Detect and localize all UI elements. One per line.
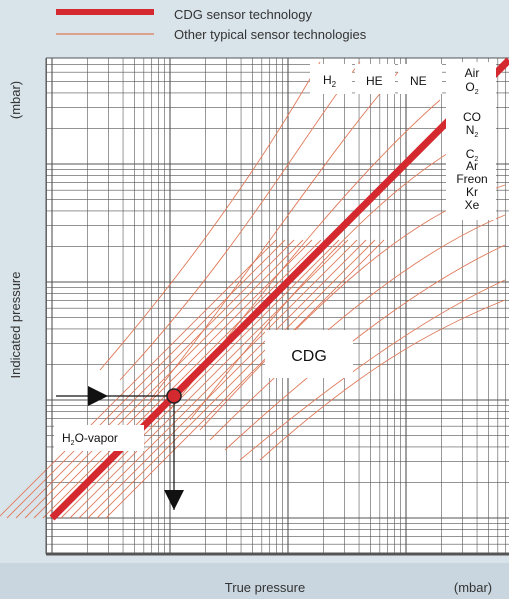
h2o-point: [166, 388, 182, 404]
y-axis-label: Indicated pressure: [8, 272, 23, 379]
h2o-label-box: [54, 425, 144, 451]
other-sensor-curves: [0, 61, 506, 519]
y-axis-unit: (mbar): [8, 81, 23, 119]
other-sensor-curve: [99, 61, 321, 371]
h2o-arrow-down-head: [164, 490, 184, 510]
other-sensor-line: [42, 239, 322, 519]
h2o-label: H2O-vapor: [62, 431, 118, 447]
x-axis-unit: (mbar): [454, 580, 492, 595]
other-sensor-curve: [259, 299, 506, 461]
other-sensor-curve: [209, 214, 506, 441]
other-sensor-line: [0, 239, 277, 517]
ne-label: NE: [410, 74, 427, 88]
gas-list: Air O2 CO N2 C2 Ar Freon Kr Xe: [456, 66, 487, 212]
gas-o2: O2: [465, 80, 478, 96]
x-axis-band: [0, 563, 509, 599]
h2o-arrow-right-head: [88, 386, 108, 406]
h2-label-box: [310, 64, 352, 94]
other-sensor-line: [60, 239, 340, 519]
other-sensor-line: [24, 239, 304, 519]
legend-swatch-cdg: [56, 9, 154, 15]
cdg-label-box: [265, 330, 353, 378]
ne-label-box: [398, 64, 442, 94]
other-sensor-curve: [224, 244, 506, 451]
gas-air: Air: [465, 66, 480, 80]
grid: [46, 58, 509, 554]
other-sensor-curve: [119, 61, 361, 381]
other-sensor-line: [78, 239, 358, 519]
other-sensor-line: [33, 239, 313, 519]
h2-label: H2: [323, 73, 337, 89]
gas-freon: Freon: [456, 172, 487, 186]
gas-co: CO: [463, 110, 481, 124]
gas-ar: Ar: [466, 159, 478, 173]
other-sensor-line: [69, 239, 349, 519]
gas-list-box: [446, 62, 496, 220]
other-sensor-line: [87, 239, 367, 519]
other-sensor-line: [15, 239, 295, 519]
gas-xe: Xe: [465, 198, 480, 212]
other-sensor-curve: [149, 69, 401, 401]
legend-label-other: Other typical sensor technologies: [174, 27, 367, 42]
cdg-label: CDG: [291, 348, 327, 365]
he-label: HE: [366, 74, 383, 88]
other-sensor-line: [6, 239, 286, 519]
other-sensor-curve: [239, 279, 506, 461]
legend: CDG sensor technology Other typical sens…: [56, 7, 367, 42]
other-sensor-line: [96, 239, 376, 519]
other-sensor-line: [105, 239, 385, 519]
x-axis-label: True pressure: [225, 580, 305, 595]
legend-label-cdg: CDG sensor technology: [174, 7, 313, 22]
other-sensor-curve: [189, 139, 471, 421]
gas-c2: C2: [466, 147, 479, 163]
gas-kr: Kr: [466, 185, 478, 199]
he-label-box: [355, 64, 395, 94]
gas-n2: N2: [466, 123, 479, 139]
